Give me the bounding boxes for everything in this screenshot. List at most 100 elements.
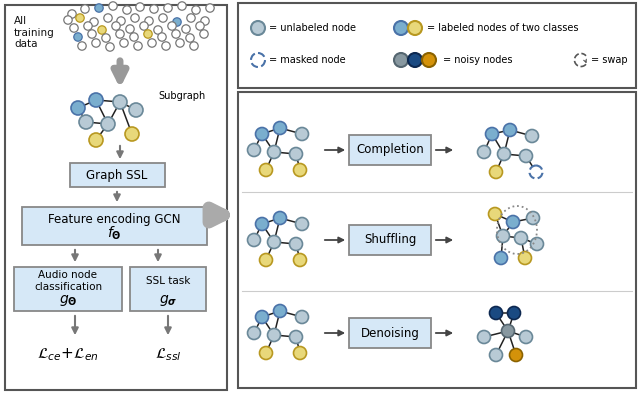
- Text: Shuffling: Shuffling: [364, 233, 416, 246]
- Text: = noisy nodes: = noisy nodes: [443, 55, 513, 65]
- Circle shape: [140, 22, 148, 30]
- Circle shape: [158, 33, 166, 41]
- FancyBboxPatch shape: [130, 267, 206, 311]
- Text: = unlabeled node: = unlabeled node: [269, 23, 356, 33]
- Circle shape: [296, 217, 308, 231]
- Circle shape: [248, 233, 260, 246]
- Circle shape: [497, 147, 511, 160]
- Circle shape: [259, 347, 273, 360]
- Circle shape: [104, 14, 112, 22]
- Circle shape: [508, 307, 520, 320]
- Circle shape: [192, 6, 200, 14]
- Circle shape: [79, 115, 93, 129]
- FancyBboxPatch shape: [238, 3, 636, 88]
- Text: $f_{\boldsymbol{\Theta}}$: $f_{\boldsymbol{\Theta}}$: [107, 224, 122, 242]
- Text: = swap: = swap: [591, 55, 628, 65]
- Circle shape: [109, 2, 117, 10]
- Circle shape: [164, 4, 172, 12]
- Text: = masked node: = masked node: [269, 55, 346, 65]
- Text: All
training
data: All training data: [14, 16, 55, 49]
- Text: $\mathcal{L}_{ssl}$: $\mathcal{L}_{ssl}$: [155, 347, 181, 364]
- Circle shape: [116, 17, 125, 25]
- Circle shape: [394, 21, 408, 35]
- Circle shape: [408, 53, 422, 67]
- Circle shape: [515, 231, 527, 244]
- Circle shape: [178, 2, 186, 10]
- Circle shape: [131, 14, 140, 22]
- Circle shape: [490, 165, 502, 178]
- Circle shape: [125, 127, 139, 141]
- Circle shape: [490, 349, 502, 362]
- Text: Subgraph: Subgraph: [158, 91, 205, 101]
- Circle shape: [148, 39, 156, 47]
- Circle shape: [248, 327, 260, 340]
- Circle shape: [130, 33, 138, 41]
- Circle shape: [268, 235, 280, 248]
- Circle shape: [98, 26, 106, 34]
- Circle shape: [162, 42, 170, 50]
- Circle shape: [101, 117, 115, 131]
- FancyBboxPatch shape: [238, 92, 636, 388]
- Circle shape: [273, 305, 287, 318]
- Circle shape: [168, 22, 176, 30]
- Circle shape: [268, 329, 280, 342]
- Circle shape: [64, 16, 72, 24]
- Circle shape: [273, 211, 287, 224]
- Text: Denoising: Denoising: [360, 327, 419, 340]
- FancyBboxPatch shape: [349, 135, 431, 165]
- FancyBboxPatch shape: [70, 163, 165, 187]
- Circle shape: [136, 3, 144, 11]
- Circle shape: [255, 217, 269, 231]
- Circle shape: [78, 42, 86, 50]
- Text: = labeled nodes of two classes: = labeled nodes of two classes: [427, 23, 579, 33]
- Circle shape: [486, 127, 499, 141]
- Circle shape: [89, 93, 103, 107]
- Circle shape: [123, 6, 131, 14]
- Circle shape: [251, 21, 265, 35]
- Text: $g_{\boldsymbol{\sigma}}$: $g_{\boldsymbol{\sigma}}$: [159, 294, 177, 309]
- Circle shape: [172, 30, 180, 38]
- Circle shape: [90, 18, 98, 26]
- FancyBboxPatch shape: [22, 207, 207, 245]
- Text: Graph SSL: Graph SSL: [86, 169, 148, 182]
- Circle shape: [251, 53, 265, 67]
- Circle shape: [509, 349, 522, 362]
- Circle shape: [495, 252, 508, 264]
- Circle shape: [289, 237, 303, 250]
- Circle shape: [81, 5, 89, 13]
- Circle shape: [294, 347, 307, 360]
- Circle shape: [504, 123, 516, 136]
- Circle shape: [159, 14, 167, 22]
- Circle shape: [289, 331, 303, 343]
- Circle shape: [289, 147, 303, 160]
- FancyBboxPatch shape: [349, 318, 431, 348]
- Circle shape: [92, 39, 100, 47]
- Text: Completion: Completion: [356, 143, 424, 156]
- Circle shape: [129, 103, 143, 117]
- Circle shape: [113, 95, 127, 109]
- Circle shape: [120, 39, 128, 47]
- Circle shape: [502, 325, 515, 338]
- Circle shape: [200, 30, 208, 38]
- Circle shape: [76, 14, 84, 22]
- Circle shape: [294, 163, 307, 176]
- Text: SSL task: SSL task: [146, 276, 190, 286]
- Circle shape: [145, 17, 153, 25]
- Circle shape: [154, 26, 162, 34]
- Circle shape: [255, 310, 269, 323]
- Circle shape: [182, 25, 190, 33]
- Circle shape: [506, 215, 520, 228]
- Circle shape: [150, 5, 158, 13]
- Circle shape: [531, 237, 543, 250]
- FancyBboxPatch shape: [349, 225, 431, 255]
- Circle shape: [176, 39, 184, 47]
- Circle shape: [529, 165, 543, 178]
- Circle shape: [196, 22, 204, 30]
- Circle shape: [525, 130, 538, 143]
- Circle shape: [248, 143, 260, 156]
- Circle shape: [70, 24, 78, 32]
- Circle shape: [294, 253, 307, 266]
- Circle shape: [296, 310, 308, 323]
- Circle shape: [268, 145, 280, 158]
- Circle shape: [186, 34, 194, 42]
